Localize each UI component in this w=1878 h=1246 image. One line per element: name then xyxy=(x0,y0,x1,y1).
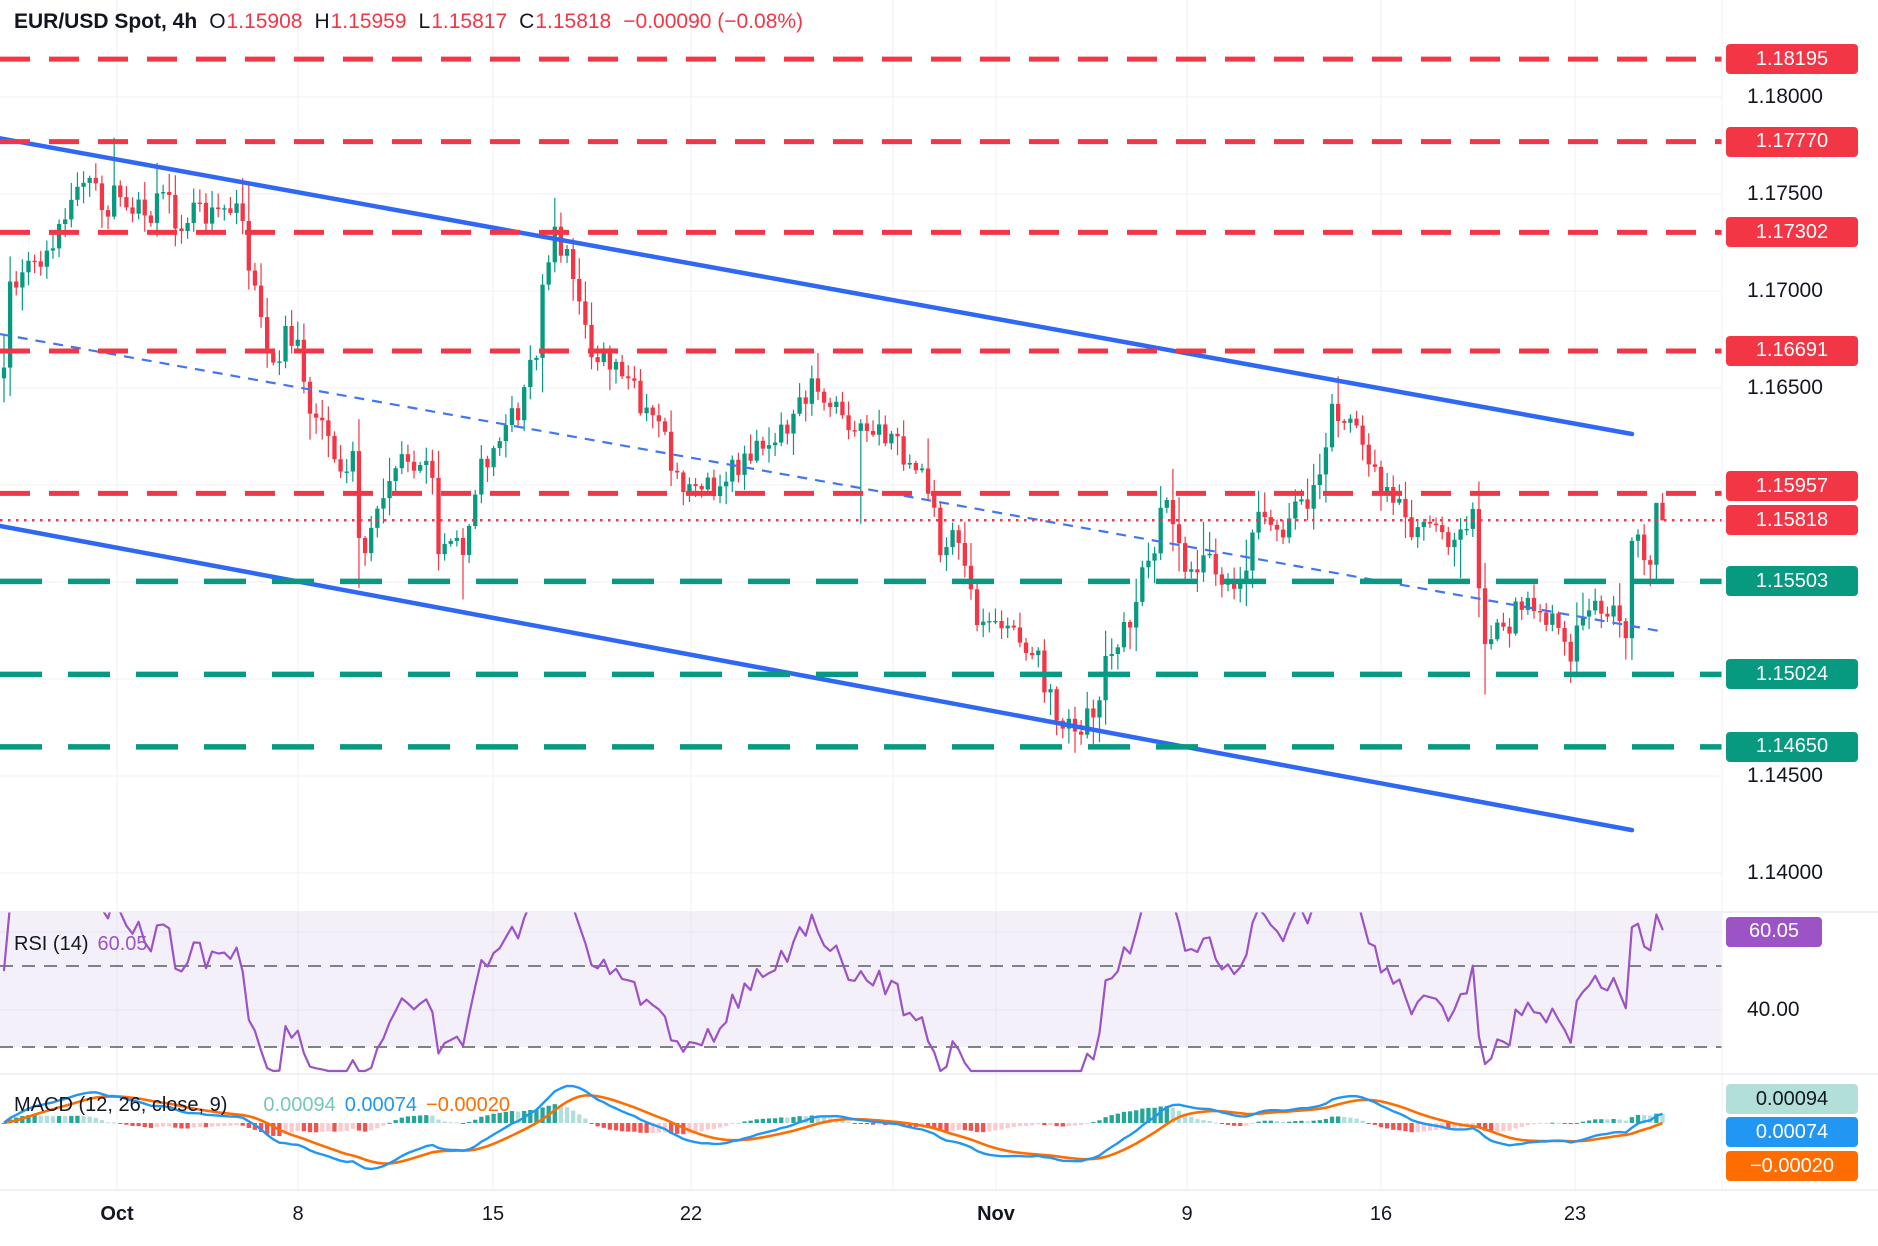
macd-signal-value: −0.00020 xyxy=(426,1094,510,1116)
time-axis-label: 23 xyxy=(1563,1203,1587,1225)
macd-line-value: 0.00074 xyxy=(344,1094,418,1116)
time-axis-label: 16 xyxy=(1369,1203,1393,1225)
time-axis-label: 22 xyxy=(679,1203,703,1225)
price-axis-label: 1.14500 xyxy=(1747,764,1823,787)
price-axis-label: 1.17000 xyxy=(1747,279,1823,302)
ohlc-high: H 1.15959 xyxy=(314,10,407,33)
support-price-badge: 1.15503 xyxy=(1726,566,1858,597)
price-axis-label: 1.18000 xyxy=(1747,85,1823,108)
support-price-badge: 1.15024 xyxy=(1726,659,1858,690)
support-price-badge: 1.14650 xyxy=(1726,731,1858,762)
resistance-price-badge: 1.15957 xyxy=(1726,471,1858,502)
resistance-price-badge: 1.16691 xyxy=(1726,335,1858,366)
current-price-badge: 1.15818 xyxy=(1726,505,1858,536)
macd-value-badge: 0.00094 xyxy=(1726,1084,1858,1114)
rsi-label[interactable]: RSI (14) xyxy=(14,933,89,955)
rsi-status-row: RSI (14) 60.05 xyxy=(14,933,148,956)
time-axis-label: Oct xyxy=(100,1203,134,1225)
resistance-price-badge: 1.17770 xyxy=(1726,126,1858,157)
macd-hist-value: 0.00094 xyxy=(263,1094,336,1116)
rsi-value: 60.05 xyxy=(97,933,148,955)
macd-status-row: MACD (12, 26, close, 9) 0.00094 0.00074 … xyxy=(14,1094,510,1117)
time-axis-label: 15 xyxy=(481,1203,505,1225)
symbol-status-row: EUR/USD Spot, 4h O 1.15908 H 1.15959 L 1.15… xyxy=(14,10,803,34)
macd-value-badge: −0.00020 xyxy=(1726,1151,1858,1181)
resistance-price-badge: 1.17302 xyxy=(1726,217,1858,248)
ohlc-open: O 1.15908 xyxy=(209,10,303,33)
rsi-value-badge: 60.05 xyxy=(1726,916,1822,947)
ohlc-low: L 1.15817 xyxy=(418,10,508,33)
price-axis-label: 1.16500 xyxy=(1747,376,1823,399)
ohlc-close: C 1.15818 xyxy=(519,10,612,33)
price-axis-label: 1.14000 xyxy=(1747,861,1823,884)
symbol-title[interactable]: EUR/USD Spot, 4h xyxy=(14,10,198,33)
time-axis-label: Nov xyxy=(977,1203,1015,1225)
resistance-price-badge: 1.18195 xyxy=(1726,44,1858,75)
macd-value-badge: 0.00074 xyxy=(1726,1117,1858,1147)
change-value: −0.00090 (−0.08%) xyxy=(623,10,804,33)
rsi-axis-label: 40.00 xyxy=(1747,998,1800,1021)
time-axis-label: 9 xyxy=(1181,1203,1193,1225)
macd-label[interactable]: MACD (12, 26, close, 9) xyxy=(14,1094,228,1116)
time-axis-label: 8 xyxy=(292,1203,304,1225)
price-axis-label: 1.17500 xyxy=(1747,182,1823,205)
